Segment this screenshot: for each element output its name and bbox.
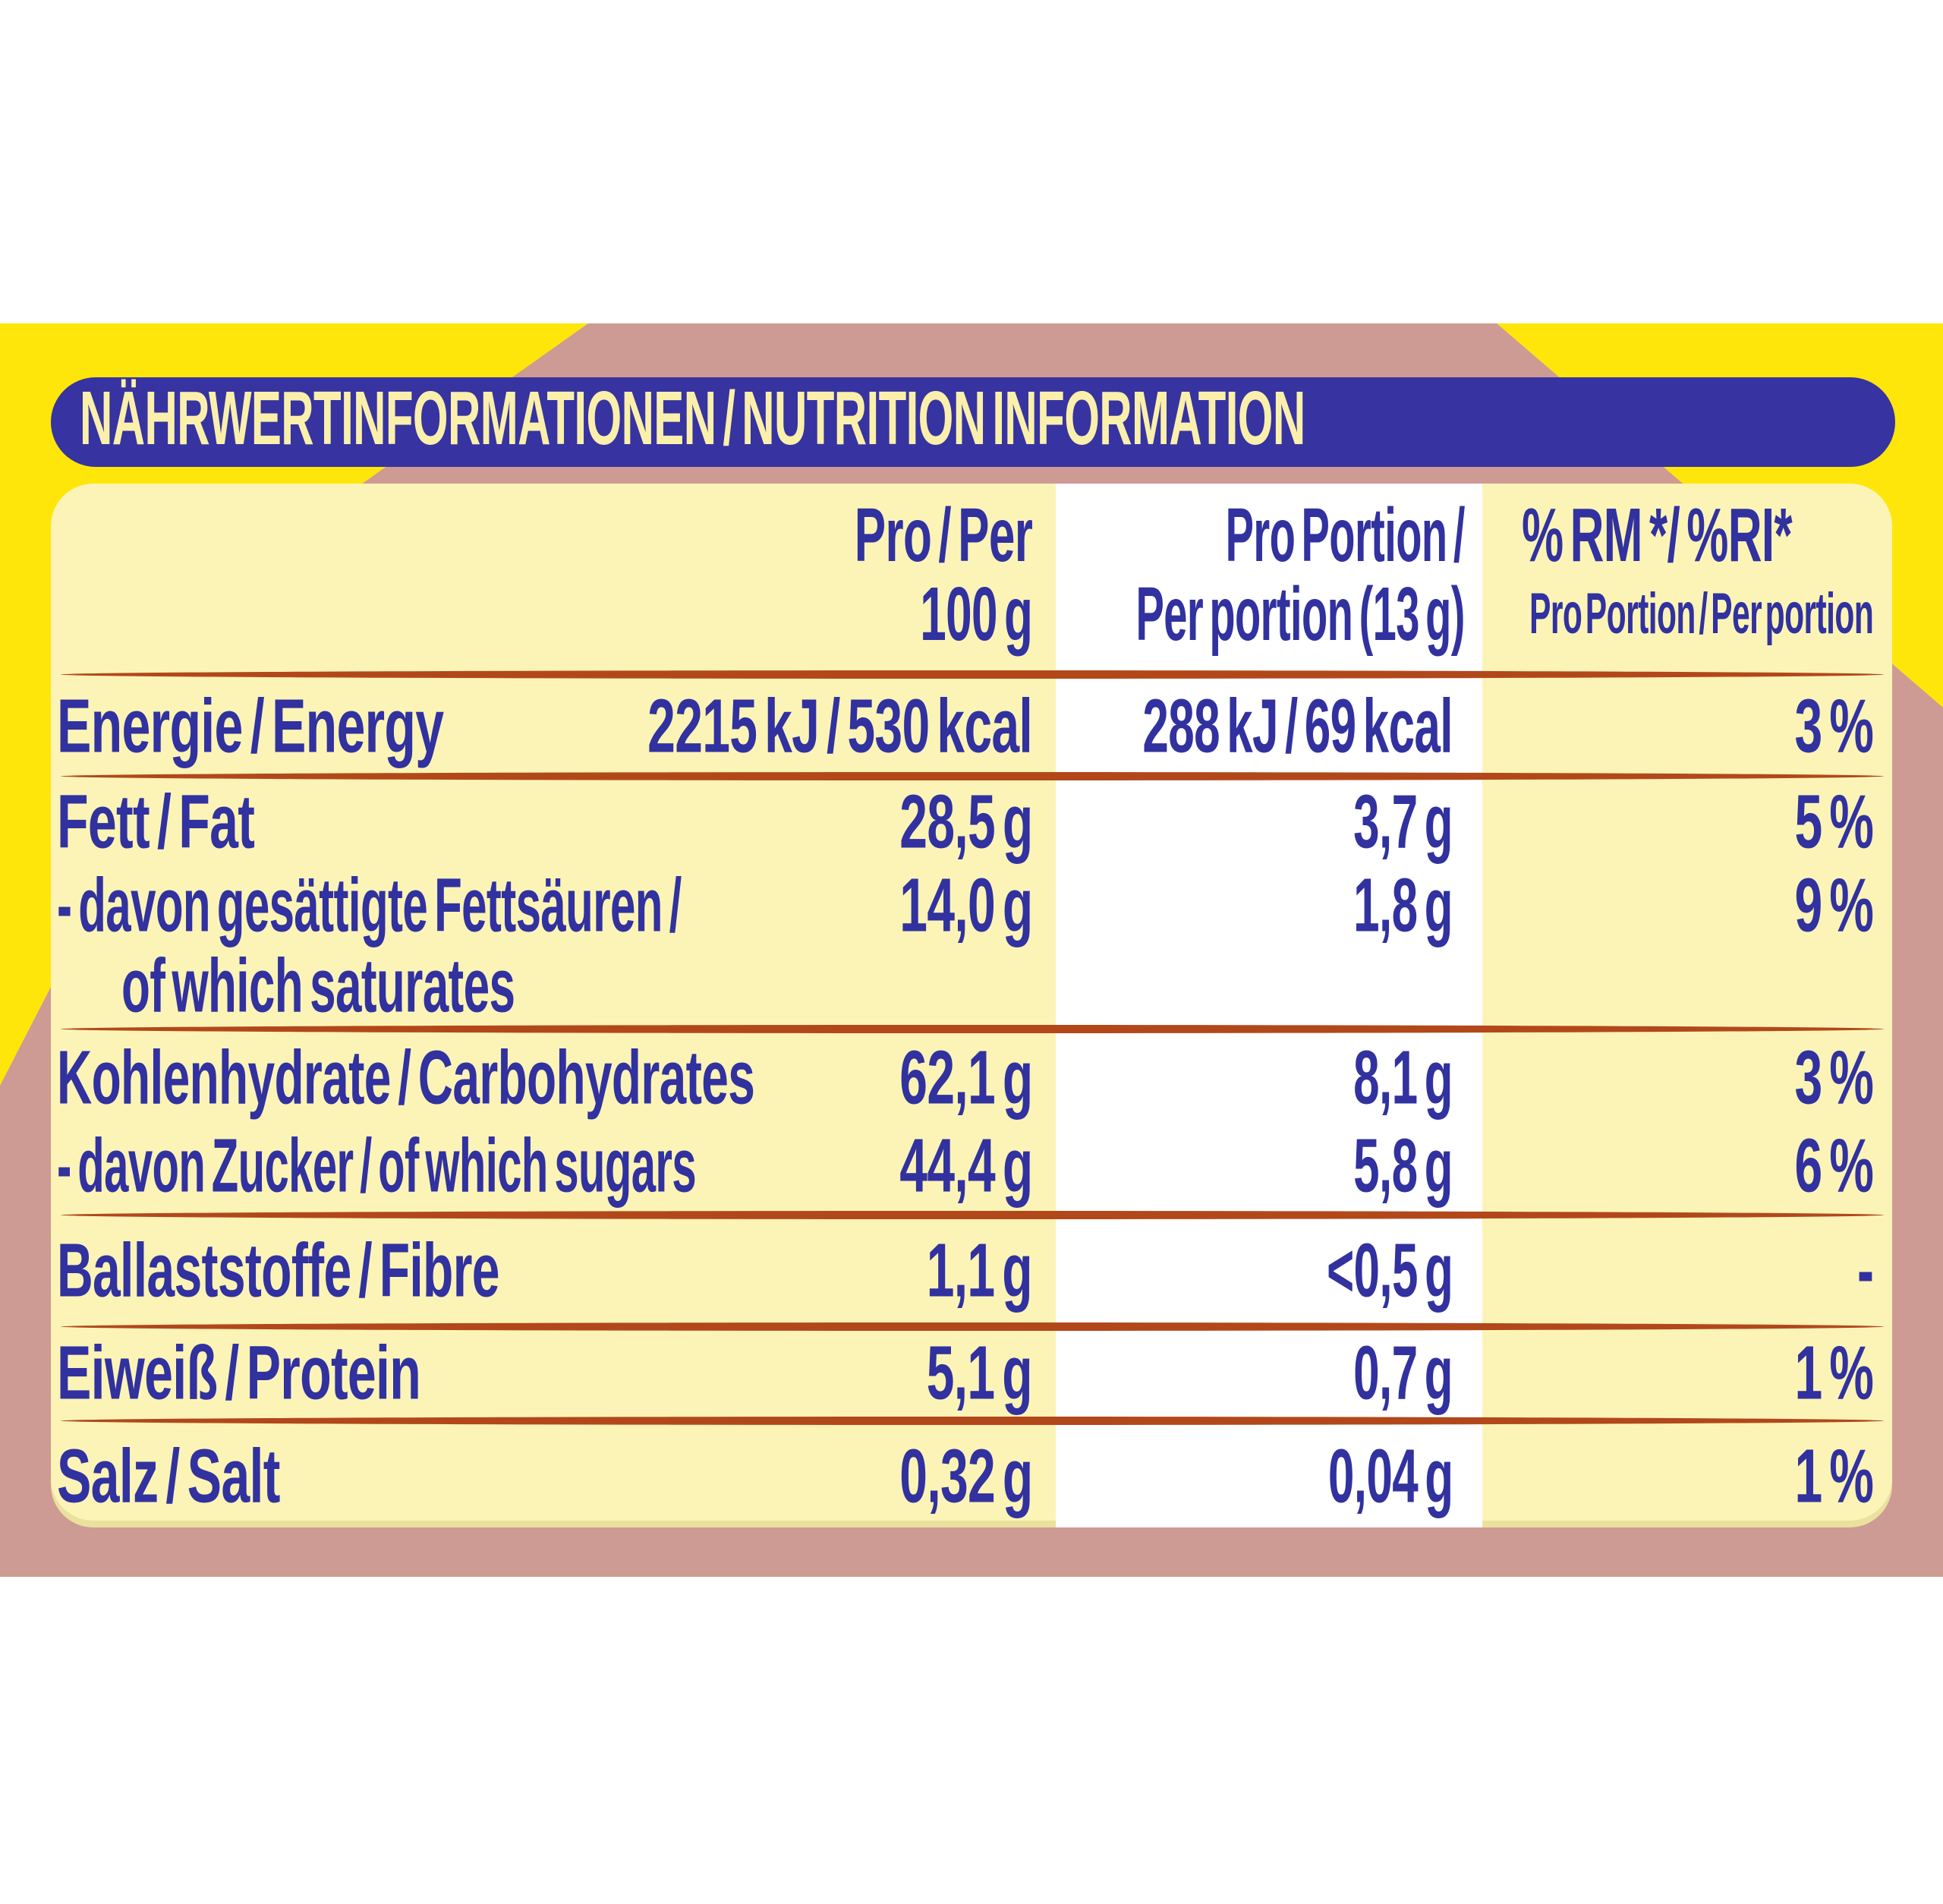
table-row-saturates-continuation: of which saturates: [51, 943, 1892, 1028]
value-percent-ri: 1 %: [1794, 1433, 1873, 1518]
row-separator: [61, 1322, 1884, 1331]
row-label: Fett / Fat: [57, 779, 255, 865]
row-separator: [61, 670, 1884, 679]
table-row-carbohydrates: Kohlenhydrate / Carbohydrates 62,1 g 8,1…: [51, 1033, 1892, 1122]
header-per-100g: Pro / Per 100 g: [745, 496, 1032, 654]
table-row-energy: Energie / Energy 2215 kJ / 530 kcal 288 …: [51, 682, 1892, 771]
value-per-100g: 0,32 g: [899, 1433, 1033, 1518]
header-per-portion: Pro Portion / Per portion (13 g): [877, 493, 1466, 657]
value-per-100g: 62,1 g: [899, 1035, 1033, 1120]
row-label: - davon gesättigte Fettsäuren /: [57, 862, 682, 948]
nutrition-table: Pro / Per 100 g Pro Portion / Per portio…: [51, 484, 1892, 1527]
value-per-100g: 28,5 g: [899, 779, 1033, 865]
header-reference-intake: % RM */ %RI* Pro Portion / Per portion: [1429, 496, 1885, 654]
value-per-100g: 44,4 g: [899, 1123, 1033, 1209]
value-percent-ri: 3 %: [1794, 683, 1873, 769]
row-separator: [61, 772, 1884, 780]
table-row-sugars: - davon Zucker / of which sugars 44,4 g …: [51, 1122, 1892, 1210]
table-row-saturates: - davon gesättigte Fettsäuren / 14,0 g 1…: [51, 862, 1892, 948]
table-row-protein: Eiweiß / Protein 5,1 g 0,7 g 1 %: [51, 1331, 1892, 1416]
header-reference-intake-line1: % RM */ %RI*: [1521, 493, 1793, 578]
value-per-portion: 3,7 g: [1353, 779, 1453, 865]
row-label: Kohlenhydrate / Carbohydrates: [57, 1035, 755, 1120]
table-row-fibre: Ballaststoffe / Fibre 1,1 g <0,5 g -: [51, 1219, 1892, 1322]
row-label: Ballaststoffe / Fibre: [57, 1228, 499, 1313]
row-label: Eiweiß / Protein: [57, 1330, 421, 1416]
value-per-100g: 2215 kJ / 530 kcal: [647, 683, 1033, 769]
value-per-100g: 5,1 g: [926, 1330, 1033, 1416]
portion-column-highlight: [1056, 484, 1482, 1527]
value-per-portion: <0,5 g: [1326, 1228, 1453, 1313]
value-percent-ri: 3 %: [1794, 1035, 1873, 1120]
header-per-100g-line1: Pro / Per: [854, 493, 1032, 578]
value-per-100g: 1,1 g: [926, 1228, 1033, 1313]
table-row-salt: Salz / Salt 0,32 g 0,04 g 1 %: [51, 1425, 1892, 1527]
value-per-100g: 14,0 g: [899, 862, 1033, 948]
table-header: Pro / Per 100 g Pro Portion / Per portio…: [51, 496, 1892, 670]
value-per-portion: 8,1 g: [1353, 1035, 1453, 1120]
value-percent-ri: 5 %: [1794, 779, 1873, 865]
title-bar: NÄHRWERTINFORMATIONEN / NUTRITION INFORM…: [51, 375, 1895, 467]
row-label: Salz / Salt: [57, 1433, 280, 1518]
value-percent-ri: 1 %: [1794, 1330, 1873, 1416]
header-per-portion-line2: Per portion (13 g): [1135, 572, 1466, 657]
row-separator: [61, 1211, 1884, 1219]
header-per-portion-line1: Pro Portion /: [1225, 493, 1466, 578]
value-per-portion: 0,7 g: [1353, 1330, 1453, 1416]
value-percent-ri: 6 %: [1794, 1123, 1873, 1209]
value-per-portion: 0,04 g: [1327, 1433, 1453, 1518]
value-percent-ri: -: [1856, 1228, 1874, 1313]
row-separator: [61, 1025, 1884, 1033]
table-row-fat: Fett / Fat 28,5 g 3,7 g 5 %: [51, 779, 1892, 865]
header-per-100g-line2: 100 g: [919, 572, 1033, 657]
row-label-continuation: of which saturates: [121, 943, 515, 1028]
value-per-portion: 5,8 g: [1353, 1123, 1453, 1209]
value-per-portion: 1,8 g: [1353, 862, 1453, 948]
row-label: Energie / Energy: [57, 683, 444, 769]
header-reference-intake-line2: Pro Portion / Per portion: [1529, 582, 1874, 646]
row-separator: [61, 1417, 1884, 1425]
value-per-portion: 288 kJ / 69 kcal: [1142, 683, 1453, 769]
row-label: - davon Zucker / of which sugars: [57, 1123, 697, 1209]
page-title: NÄHRWERTINFORMATIONEN / NUTRITION INFORM…: [80, 375, 1305, 461]
value-percent-ri: 9 %: [1794, 862, 1873, 948]
